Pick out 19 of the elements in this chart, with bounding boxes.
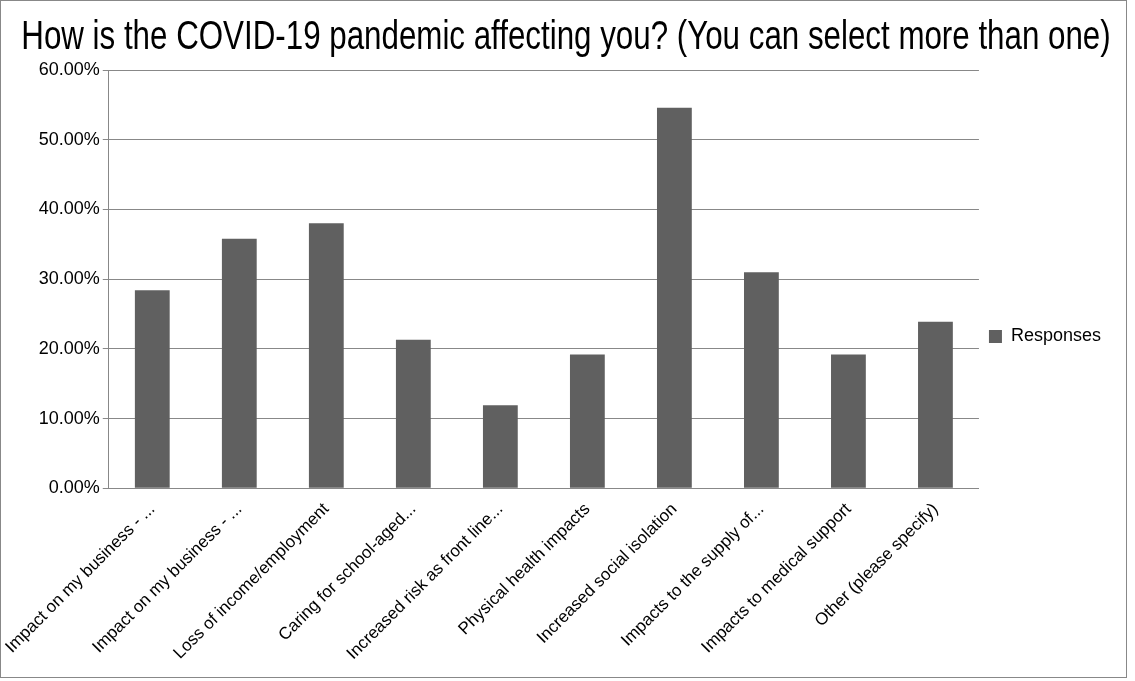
bar [221,238,257,488]
chart-title: How is the COVID-19 pandemic affecting you? (You can select more than one) [21,12,1111,58]
y-tick-label: 10.00% [38,407,100,428]
bar [134,290,170,488]
bar [482,405,518,488]
y-tick-label: 40.00% [38,198,100,219]
bar [308,223,344,488]
bar [918,321,953,488]
y-tick-label: 50.00% [38,128,100,149]
legend-label: Responses [1010,325,1102,346]
y-tick-label: 30.00% [38,268,100,289]
bar [656,107,692,488]
y-tick-label: 0.00% [48,477,100,498]
bar [395,339,431,488]
y-tick-label: 20.00% [38,337,100,358]
y-tick-label: 60.00% [38,58,100,79]
bar [831,354,866,488]
bar [744,272,779,488]
bar [569,354,605,488]
